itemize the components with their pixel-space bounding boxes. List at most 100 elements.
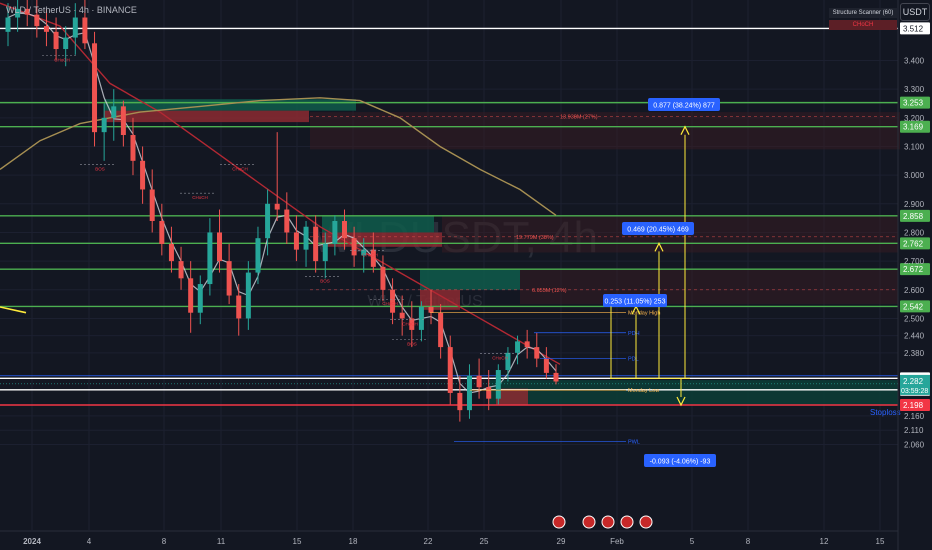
measure-tool[interactable]: 0.253 (11.05%) 253 bbox=[603, 294, 667, 379]
candle bbox=[120, 100, 126, 147]
candle-body bbox=[486, 387, 492, 399]
price-tick-label: 2.060 bbox=[904, 441, 925, 450]
symbol-title[interactable]: WLD / TetherUS · 4h · BINANCE bbox=[6, 5, 137, 15]
candle-body bbox=[188, 278, 194, 313]
time-tick-label: 11 bbox=[217, 537, 226, 546]
time-axis[interactable]: 2024 4 8 11 15 18 22 25 29 Feb 5 8 12 15 bbox=[0, 515, 898, 546]
price-tick-label: 2.500 bbox=[904, 314, 925, 323]
measure-tool[interactable]: 0.877 (38.24%) 877 bbox=[648, 98, 720, 379]
candle bbox=[515, 335, 521, 365]
event-flag-icon[interactable] bbox=[639, 515, 653, 529]
currency-button[interactable]: USDT bbox=[900, 3, 930, 21]
candle-body bbox=[34, 14, 40, 27]
candle-body bbox=[399, 312, 405, 319]
measure-arrow-head bbox=[676, 396, 686, 407]
candle-body bbox=[130, 135, 136, 161]
price-axis[interactable]: 3.400 3.300 3.200 3.100 3.000 2.900 2.800 2.700… bbox=[897, 0, 925, 550]
measurement-tools[interactable]: 0.877 (38.24%) 877 0.469 (20.45%) 469 0.25… bbox=[603, 98, 720, 467]
candle-body bbox=[168, 243, 174, 262]
candle bbox=[409, 301, 415, 348]
time-tick-label: 4 bbox=[87, 537, 92, 546]
time-tick-label: 2024 bbox=[23, 537, 41, 546]
level-tag bbox=[900, 398, 930, 411]
measure-tool[interactable]: 0.469 (20.45%) 469 bbox=[622, 222, 694, 379]
measure-tool[interactable]: -0.093 (-4.06%) -93 bbox=[644, 378, 716, 467]
candle-body bbox=[207, 232, 213, 285]
candle-body bbox=[476, 375, 482, 388]
candle bbox=[101, 103, 107, 161]
candle-body bbox=[457, 392, 463, 411]
candle-countdown: 03:59:28 bbox=[901, 388, 928, 395]
measure-label-text: 0.877 (38.24%) 877 bbox=[653, 103, 715, 110]
structure-scanner-title: Structure Scanner (60) bbox=[829, 8, 897, 18]
moving-averages bbox=[0, 2, 561, 394]
candle-body bbox=[159, 220, 165, 244]
order-block-zone bbox=[104, 110, 309, 123]
time-tick-label: 5 bbox=[690, 537, 695, 546]
candle-body bbox=[217, 232, 223, 262]
candle bbox=[168, 226, 174, 273]
price-tick-label: 2.700 bbox=[904, 257, 925, 266]
structure-scanner-value: CHoCH bbox=[829, 20, 897, 30]
candle-body bbox=[101, 117, 107, 133]
price-tick-label: 2.800 bbox=[904, 228, 925, 237]
event-flag-icon[interactable] bbox=[620, 515, 634, 529]
time-tick-label: 15 bbox=[293, 537, 302, 546]
volume-label: 19.779M (38%) bbox=[516, 235, 554, 241]
level-tag-label: 2.672 bbox=[903, 265, 924, 274]
level-tag-label: 2.762 bbox=[903, 239, 924, 248]
level-tag bbox=[900, 120, 930, 133]
candle-body bbox=[543, 358, 549, 373]
candle bbox=[111, 89, 117, 141]
candle-body bbox=[341, 220, 347, 239]
candle bbox=[265, 189, 271, 256]
candle bbox=[255, 226, 261, 285]
candle bbox=[524, 329, 530, 359]
candle-body bbox=[72, 17, 78, 38]
price-tick-label: 3.100 bbox=[904, 142, 925, 151]
candle-body bbox=[534, 347, 540, 359]
pivot-label: Monday Low bbox=[628, 388, 659, 394]
time-tick-label: 15 bbox=[876, 537, 885, 546]
structure-label: CHoCH bbox=[362, 253, 378, 258]
price-tick-label: 3.400 bbox=[904, 57, 925, 66]
level-tag bbox=[900, 96, 930, 109]
stoploss-label: Stoploss bbox=[870, 408, 901, 417]
pivot-label: Monday High bbox=[628, 311, 660, 317]
candle-body bbox=[5, 17, 11, 32]
structure-label: CHoCH bbox=[382, 301, 398, 306]
candle-body bbox=[409, 318, 415, 330]
measure-label-text: 0.469 (20.45%) 469 bbox=[627, 227, 689, 234]
candle bbox=[92, 31, 98, 147]
candle-body bbox=[303, 226, 309, 250]
price-tick-label: 2.440 bbox=[904, 332, 925, 341]
candle-body bbox=[120, 106, 126, 136]
smoothed-close-line bbox=[7, 12, 557, 394]
level-tag-label: 3.169 bbox=[903, 123, 924, 132]
candle bbox=[149, 169, 155, 233]
candle-body bbox=[197, 284, 203, 313]
candle bbox=[130, 117, 136, 176]
candle-body bbox=[313, 226, 319, 262]
price-tick-label: 2.110 bbox=[904, 426, 924, 435]
event-flag-icon[interactable] bbox=[582, 515, 596, 529]
candle bbox=[217, 209, 223, 273]
horizontal-levels[interactable]: 3.5123.2533.1692.8582.7622.6722.5422.291… bbox=[0, 22, 930, 417]
price-tick-label: 3.000 bbox=[904, 171, 925, 180]
level-tag bbox=[900, 263, 930, 276]
measure-label-text: -0.093 (-4.06%) -93 bbox=[650, 459, 711, 466]
candle bbox=[447, 335, 453, 405]
candle bbox=[284, 192, 290, 244]
candle-body bbox=[293, 232, 299, 250]
event-flag-icon[interactable] bbox=[601, 515, 615, 529]
event-flag-icon[interactable] bbox=[552, 515, 566, 529]
candle-body bbox=[515, 341, 521, 353]
level-tag-label: 2.858 bbox=[903, 212, 924, 221]
candle bbox=[303, 220, 309, 267]
candle-body bbox=[43, 26, 49, 32]
candle-body bbox=[265, 203, 271, 239]
order-block-zone bbox=[322, 215, 434, 233]
structure-label: CHoCH bbox=[402, 321, 418, 326]
order-block-zone bbox=[496, 388, 528, 405]
